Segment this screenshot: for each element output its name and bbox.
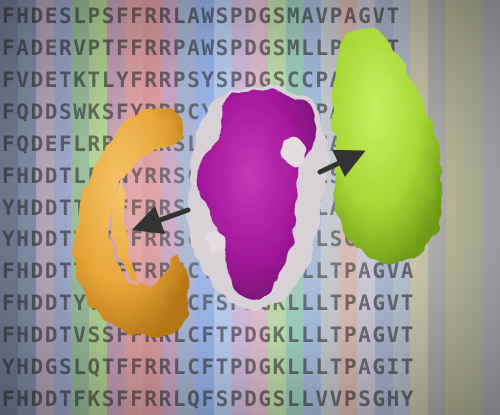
- green-protein: [331, 28, 443, 263]
- sequence-row: FVDETKTLYFRRPSYSPDGSCCPAGTY: [2, 69, 387, 91]
- color-column: [53, 0, 72, 415]
- color-column: [0, 0, 18, 415]
- color-column: [35, 0, 54, 415]
- arrow-left: [131, 205, 191, 235]
- color-column: [463, 0, 482, 415]
- color-column: [446, 0, 464, 415]
- color-column: [17, 0, 36, 415]
- purple-core-protein: [187, 85, 327, 310]
- sequence-row: YHDGSLQTFFRRLCFTPDGKLLLTPAGIT: [2, 357, 415, 378]
- color-column: [481, 0, 500, 415]
- sequence-row: FHDESLPSFFRRLAWSPDGSMAVPAGVT: [2, 6, 401, 27]
- sequence-row: FHDDTVSSFFRRLCFTPDGKLLLTPAGVT: [2, 325, 415, 346]
- sequence-row: FADERVPTFFRRPAWSPDGSMLLPAGYT: [2, 37, 401, 59]
- sequence-row: FHDDTFKSFFRRLQFSPDGSLLVVPSGHY: [2, 389, 415, 410]
- interaction-arrows: [131, 149, 366, 235]
- arrow-right: [317, 149, 366, 177]
- gold-ring-protein: [74, 106, 191, 338]
